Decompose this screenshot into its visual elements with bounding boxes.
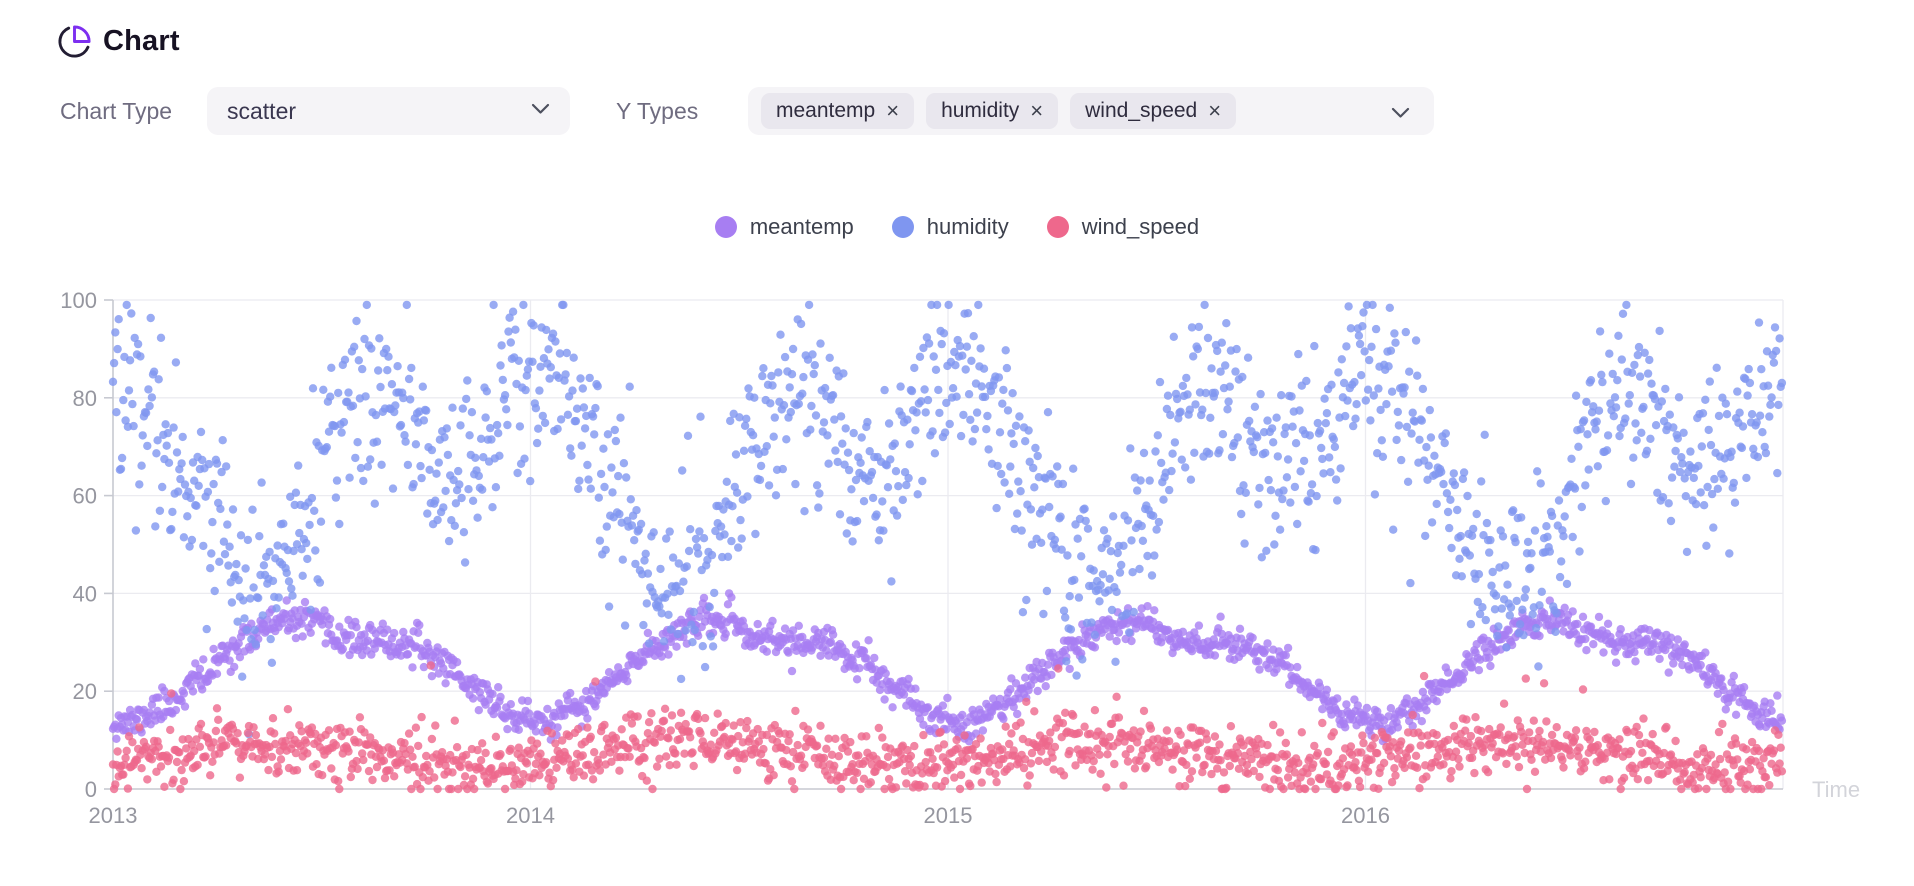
remove-icon[interactable]: × bbox=[1208, 98, 1222, 123]
svg-text:2016: 2016 bbox=[1341, 803, 1390, 828]
legend-marker-icon bbox=[1046, 216, 1069, 238]
legend-marker-icon bbox=[891, 216, 914, 238]
series-humidity-points[interactable] bbox=[108, 300, 1787, 739]
remove-icon[interactable]: × bbox=[886, 98, 900, 123]
remove-icon[interactable]: × bbox=[1030, 98, 1044, 123]
chevron-down-icon bbox=[531, 102, 550, 120]
chart-type-label: Chart Type bbox=[60, 98, 173, 124]
svg-text:80: 80 bbox=[73, 386, 97, 411]
y-types-select[interactable]: meantemp × humidity × wind_speed × bbox=[748, 87, 1434, 135]
chart-type-value: scatter bbox=[227, 97, 297, 124]
grid-lines bbox=[113, 299, 1784, 789]
legend-label: meantemp bbox=[749, 214, 854, 239]
page-title: Chart bbox=[103, 25, 180, 57]
x-axis-name: Time bbox=[1812, 777, 1860, 802]
y-type-tag[interactable]: humidity × bbox=[926, 93, 1059, 129]
series-wind_speed-points[interactable] bbox=[108, 661, 1787, 794]
legend-item-meantemp[interactable]: meantemp bbox=[714, 214, 854, 240]
y-type-tag-label: wind_speed bbox=[1085, 99, 1198, 122]
series-meantemp-points[interactable] bbox=[108, 589, 1787, 746]
y-type-tag[interactable]: meantemp × bbox=[761, 93, 915, 129]
page-header: Chart bbox=[57, 24, 180, 59]
svg-text:20: 20 bbox=[73, 679, 97, 704]
y-type-tag-label: meantemp bbox=[776, 99, 876, 122]
svg-text:100: 100 bbox=[60, 288, 97, 313]
svg-text:60: 60 bbox=[73, 484, 97, 509]
y-type-tag-label: humidity bbox=[941, 99, 1020, 122]
svg-text:0: 0 bbox=[85, 777, 97, 802]
chart-legend: meantemp humidity wind_speed bbox=[0, 214, 1914, 240]
svg-text:2015: 2015 bbox=[924, 803, 973, 828]
svg-text:40: 40 bbox=[73, 581, 97, 606]
legend-label: humidity bbox=[926, 214, 1009, 239]
svg-text:2013: 2013 bbox=[89, 803, 138, 828]
legend-item-humidity[interactable]: humidity bbox=[891, 214, 1009, 240]
chart-type-select[interactable]: scatter bbox=[207, 87, 570, 135]
svg-text:2014: 2014 bbox=[506, 803, 555, 828]
y-type-tag[interactable]: wind_speed × bbox=[1070, 93, 1237, 129]
axis-tick-labels: 0 20 40 60 80 100 2013 2014 2015 2016 Time bbox=[60, 288, 1860, 828]
pie-chart-icon bbox=[57, 24, 92, 59]
legend-label: wind_speed bbox=[1081, 214, 1200, 239]
chevron-down-icon bbox=[1391, 106, 1410, 124]
legend-item-wind_speed[interactable]: wind_speed bbox=[1046, 214, 1200, 240]
y-types-label: Y Types bbox=[616, 98, 699, 124]
legend-marker-icon bbox=[714, 216, 737, 238]
